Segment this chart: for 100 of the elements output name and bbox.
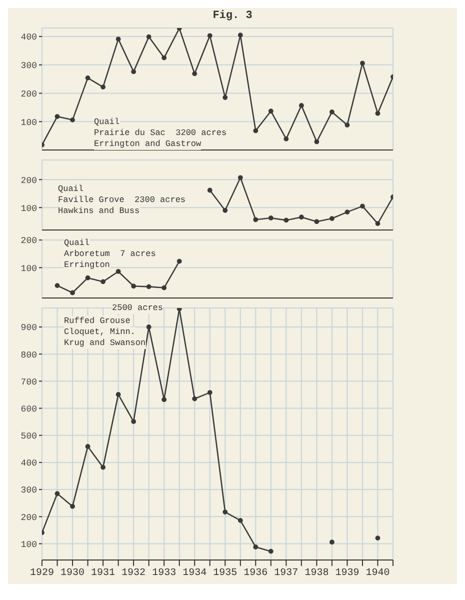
point xyxy=(162,285,167,290)
point xyxy=(222,510,228,514)
y-tick-label: 200 xyxy=(20,89,37,100)
x-tick-label: 1939 xyxy=(335,568,360,580)
x-tick-label: 1940 xyxy=(366,568,390,580)
annotation: Faville Grove 2300 acres xyxy=(58,195,186,206)
point xyxy=(85,275,90,280)
point xyxy=(70,504,75,509)
annotation: Errington and Gastrow xyxy=(94,139,202,150)
x-tick-label: 1934 xyxy=(182,568,207,580)
annotation: Errington xyxy=(64,260,110,271)
annotation: Quail xyxy=(58,184,84,195)
y-tick-label: 900 xyxy=(20,323,37,334)
point xyxy=(330,216,334,221)
point xyxy=(131,284,136,289)
point xyxy=(207,188,212,193)
point xyxy=(146,284,152,290)
y-tick-label: 300 xyxy=(20,61,37,72)
x-tick-label: 1930 xyxy=(60,568,85,580)
point xyxy=(375,110,380,116)
point xyxy=(314,219,320,224)
point xyxy=(375,536,380,540)
y-tick-label: 100 xyxy=(20,204,37,214)
y-tick-label: 100 xyxy=(20,264,37,274)
point xyxy=(146,324,152,330)
x-tick-label: 1929 xyxy=(30,568,54,580)
y-tick-label: 200 xyxy=(20,176,37,186)
point xyxy=(330,540,334,545)
y-tick-label: 100 xyxy=(20,118,37,128)
point xyxy=(192,71,198,76)
point xyxy=(360,60,365,66)
x-tick-label: 1931 xyxy=(91,568,116,580)
point xyxy=(54,491,60,496)
point xyxy=(330,110,334,114)
point xyxy=(268,108,274,114)
point xyxy=(162,55,167,60)
y-tick-label: 500 xyxy=(20,432,37,442)
point xyxy=(360,204,365,209)
point xyxy=(54,114,60,119)
point xyxy=(116,269,121,274)
x-tick-label: 1933 xyxy=(152,568,176,580)
point xyxy=(238,175,243,180)
y-tick-label: 400 xyxy=(20,32,37,43)
point xyxy=(207,390,212,395)
point xyxy=(70,117,75,122)
point xyxy=(116,36,121,42)
point xyxy=(131,419,136,424)
point xyxy=(344,122,350,128)
point xyxy=(222,208,228,213)
y-tick-label: 400 xyxy=(20,458,37,469)
point xyxy=(54,283,60,288)
annotation: Cloquet, Minn. xyxy=(64,327,136,338)
point xyxy=(116,392,121,397)
point xyxy=(70,290,75,296)
y-tick-label: 600 xyxy=(20,404,37,414)
annotation: Hawkins and Buss xyxy=(58,206,140,217)
point xyxy=(100,84,106,90)
point xyxy=(238,32,243,38)
x-tick-label: 1937 xyxy=(274,568,298,580)
point xyxy=(100,279,106,284)
x-tick-label: 1932 xyxy=(122,568,146,580)
point xyxy=(222,95,228,100)
x-tick-label: 1938 xyxy=(304,568,329,580)
point xyxy=(146,34,152,40)
y-tick-label: 800 xyxy=(20,350,37,360)
point xyxy=(375,221,380,226)
point xyxy=(314,139,320,144)
point xyxy=(131,69,136,74)
point xyxy=(284,218,289,223)
annotation: Quail xyxy=(64,238,90,249)
annotation: 2500 acres xyxy=(112,303,164,314)
annotation: Prairie du Sac 3200 acres xyxy=(94,128,227,139)
chart-title: Fig. 3 xyxy=(212,9,254,22)
annotation: Ruffed Grouse xyxy=(64,316,130,327)
point xyxy=(100,464,106,470)
x-tick-label: 1935 xyxy=(213,568,238,580)
point xyxy=(253,544,258,550)
point xyxy=(238,518,243,523)
point xyxy=(344,210,350,215)
point xyxy=(207,33,212,38)
point xyxy=(268,216,274,220)
point xyxy=(176,258,182,264)
point xyxy=(253,217,258,222)
y-tick-label: 100 xyxy=(20,540,37,550)
y-tick-label: 200 xyxy=(20,512,37,523)
x-tick-label: 1936 xyxy=(244,568,268,580)
point xyxy=(85,75,90,80)
y-tick-label: 700 xyxy=(20,377,37,388)
point xyxy=(298,103,304,108)
y-tick-label: 300 xyxy=(20,486,37,496)
point xyxy=(162,397,167,402)
y-tick-label: 200 xyxy=(20,236,37,246)
annotation: Krug and Swanson xyxy=(64,338,146,349)
annotation: Quail xyxy=(94,117,120,128)
point xyxy=(284,136,289,142)
point xyxy=(298,214,304,220)
point xyxy=(268,548,274,554)
point xyxy=(85,444,90,449)
annotation: Arboretum 7 acres xyxy=(64,249,156,260)
point xyxy=(192,396,198,402)
